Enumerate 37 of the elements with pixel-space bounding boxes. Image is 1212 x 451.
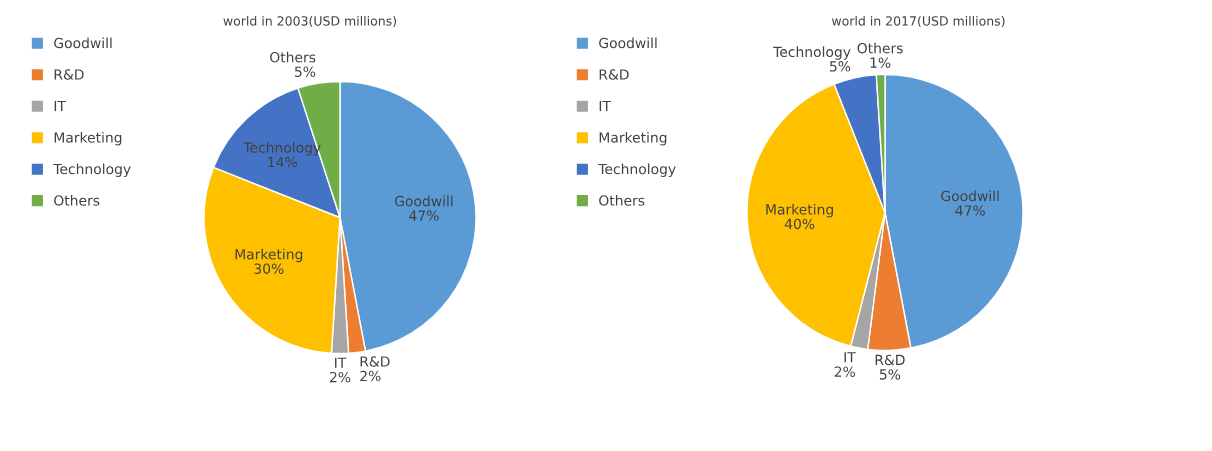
legend-label: Goodwill — [599, 37, 657, 49]
slice-label: Technology — [773, 46, 851, 60]
legend-label: Others — [54, 194, 100, 206]
data-label: 5% — [879, 369, 901, 380]
legend-label: Others — [599, 194, 645, 206]
data-label: 5% — [830, 61, 851, 72]
legend-label: R&D — [54, 69, 84, 80]
slice-label: Others — [857, 42, 903, 54]
chart-title: world in 2003(USD millions) — [223, 15, 397, 28]
legend-label: Marketing — [599, 131, 667, 146]
legend-label: Goodwill — [54, 37, 112, 49]
legend-label: IT — [599, 100, 611, 112]
legend-label: Technology — [53, 163, 131, 177]
data-label: 2% — [360, 370, 381, 382]
legend-label: Technology — [598, 163, 676, 177]
legend-label: Marketing — [54, 131, 122, 146]
data-label: 2% — [330, 371, 351, 383]
data-label: 1% — [870, 57, 891, 68]
slice-label: IT — [844, 352, 856, 363]
data-label: 14% — [268, 156, 297, 168]
slice-label: R&D — [360, 356, 390, 367]
data-label: 40% — [784, 218, 815, 230]
data-label: 47% — [955, 205, 985, 216]
data-label: 2% — [834, 366, 856, 377]
legend-label: R&D — [599, 69, 629, 80]
slice-label: Goodwill — [394, 195, 453, 207]
slice-label: Others — [270, 51, 316, 63]
slice-label: Marketing — [235, 248, 303, 263]
slice-label: Marketing — [766, 203, 833, 218]
data-label: 47% — [409, 210, 439, 221]
data-label: 30% — [254, 263, 284, 274]
data-label: 5% — [295, 66, 316, 77]
slice-label: IT — [335, 357, 347, 368]
chart-title: world in 2017(USD millions) — [831, 15, 1005, 28]
slice-label: R&D — [875, 354, 905, 366]
slice-label: Goodwill — [941, 190, 999, 202]
legend-label: IT — [54, 100, 66, 112]
